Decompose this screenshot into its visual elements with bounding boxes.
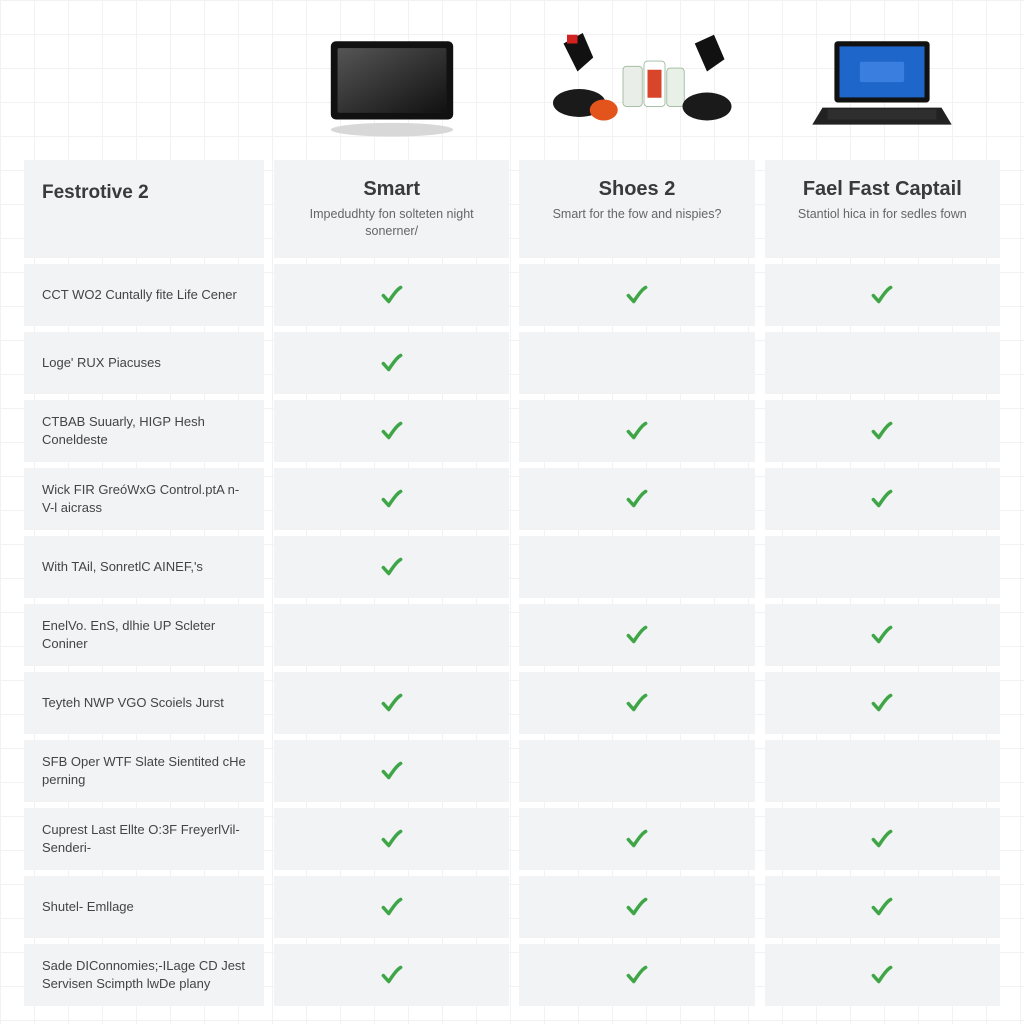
feature-cell	[765, 264, 1000, 326]
check-icon	[379, 690, 405, 716]
feature-cell	[765, 604, 1000, 666]
check-icon	[624, 962, 650, 988]
feature-cell	[274, 536, 509, 598]
feature-cell	[519, 808, 754, 870]
column-header-2: Shoes 2 Smart for the fow and nispies?	[519, 160, 754, 258]
feature-label-text: SFB Oper WTF Slate Sientited cHe perning	[42, 753, 246, 788]
column-title-2: Shoes 2	[533, 178, 740, 201]
feature-cell	[519, 876, 754, 938]
check-icon	[379, 758, 405, 784]
check-icon	[869, 282, 895, 308]
product-image-2	[519, 10, 754, 160]
feature-cell	[274, 876, 509, 938]
feature-label: With TAil, SonretlC AINEF,'s	[24, 536, 264, 598]
feature-cell	[274, 672, 509, 734]
feature-label: Shutel- Emllage	[24, 876, 264, 938]
feature-cell	[519, 332, 754, 394]
feature-cell	[519, 468, 754, 530]
feature-label-text: Teyteh NWP VGO Scoiels Jurst	[42, 694, 224, 712]
feature-cell	[765, 468, 1000, 530]
column-title-1: Smart	[288, 178, 495, 201]
check-icon	[869, 690, 895, 716]
comparison-table: Festrotive 2 Smart Impedudhty fon solteten…	[24, 10, 1000, 1006]
feature-label-text: Wick FIR GreóWxG Control.ptA n-V-l aicra…	[42, 481, 246, 516]
feature-cell	[765, 808, 1000, 870]
check-icon	[869, 826, 895, 852]
feature-label: SFB Oper WTF Slate Sientited cHe perning	[24, 740, 264, 802]
feature-cell	[274, 468, 509, 530]
feature-cell	[519, 536, 754, 598]
feature-cell	[519, 604, 754, 666]
feature-label-text: Cuprest Last Ellte O:3F FreyerlVil- Send…	[42, 821, 246, 856]
feature-cell	[765, 400, 1000, 462]
check-icon	[624, 486, 650, 512]
feature-label-text: With TAil, SonretlC AINEF,'s	[42, 558, 203, 576]
feature-label: EnelVo. EnS, dlhie UP Scleter Coniner	[24, 604, 264, 666]
feature-label: CTBAB Suuarly, HIGP Hesh Coneldeste	[24, 400, 264, 462]
check-icon	[624, 690, 650, 716]
feature-cell	[765, 672, 1000, 734]
feature-label-text: Sade DIConnomies;-ILage CD Jest Servisen…	[42, 957, 246, 992]
feature-cell	[519, 740, 754, 802]
feature-cell	[519, 400, 754, 462]
check-icon	[869, 894, 895, 920]
check-icon	[869, 622, 895, 648]
check-icon	[869, 962, 895, 988]
features-header: Festrotive 2	[24, 160, 264, 258]
feature-label-text: EnelVo. EnS, dlhie UP Scleter Coniner	[42, 617, 246, 652]
check-icon	[624, 826, 650, 852]
feature-cell	[274, 400, 509, 462]
column-subtitle-1: Impedudhty fon solteten night sonerner/	[288, 206, 495, 240]
check-icon	[379, 826, 405, 852]
check-icon	[379, 418, 405, 444]
features-image-blank	[24, 10, 264, 160]
check-icon	[379, 350, 405, 376]
feature-label: Teyteh NWP VGO Scoiels Jurst	[24, 672, 264, 734]
check-icon	[869, 486, 895, 512]
check-icon	[624, 894, 650, 920]
check-icon	[624, 282, 650, 308]
features-header-title: Festrotive 2	[42, 182, 246, 204]
feature-cell	[519, 672, 754, 734]
check-icon	[379, 282, 405, 308]
column-subtitle-2: Smart for the fow and nispies?	[533, 206, 740, 223]
feature-label-text: Shutel- Emllage	[42, 898, 134, 916]
feature-cell	[274, 740, 509, 802]
check-icon	[379, 894, 405, 920]
feature-cell	[765, 944, 1000, 1006]
feature-cell	[274, 604, 509, 666]
feature-label-text: CTBAB Suuarly, HIGP Hesh Coneldeste	[42, 413, 246, 448]
feature-cell	[765, 876, 1000, 938]
feature-label: CCT WO2 Cuntally fite Life Cener	[24, 264, 264, 326]
feature-cell	[274, 264, 509, 326]
product-image-3	[765, 10, 1000, 160]
feature-cell	[765, 740, 1000, 802]
feature-label: Cuprest Last Ellte O:3F FreyerlVil- Send…	[24, 808, 264, 870]
feature-cell	[765, 536, 1000, 598]
check-icon	[379, 486, 405, 512]
check-icon	[624, 622, 650, 648]
feature-label: Loge' RUX Piacuses	[24, 332, 264, 394]
check-icon	[379, 962, 405, 988]
feature-cell	[519, 944, 754, 1006]
feature-cell	[519, 264, 754, 326]
feature-cell	[274, 808, 509, 870]
check-icon	[624, 418, 650, 444]
feature-cell	[274, 332, 509, 394]
feature-cell	[274, 944, 509, 1006]
feature-cell	[765, 332, 1000, 394]
column-header-3: Fael Fast Captail Stantiol hica in for se…	[765, 160, 1000, 258]
feature-label-text: CCT WO2 Cuntally fite Life Cener	[42, 286, 237, 304]
check-icon	[869, 418, 895, 444]
check-icon	[379, 554, 405, 580]
column-subtitle-3: Stantiol hica in for sedles fown	[779, 206, 986, 223]
product-image-1	[274, 10, 509, 160]
feature-label: Wick FIR GreóWxG Control.ptA n-V-l aicra…	[24, 468, 264, 530]
column-header-1: Smart Impedudhty fon solteten night soner…	[274, 160, 509, 258]
feature-label-text: Loge' RUX Piacuses	[42, 354, 161, 372]
column-title-3: Fael Fast Captail	[779, 178, 986, 201]
feature-label: Sade DIConnomies;-ILage CD Jest Servisen…	[24, 944, 264, 1006]
